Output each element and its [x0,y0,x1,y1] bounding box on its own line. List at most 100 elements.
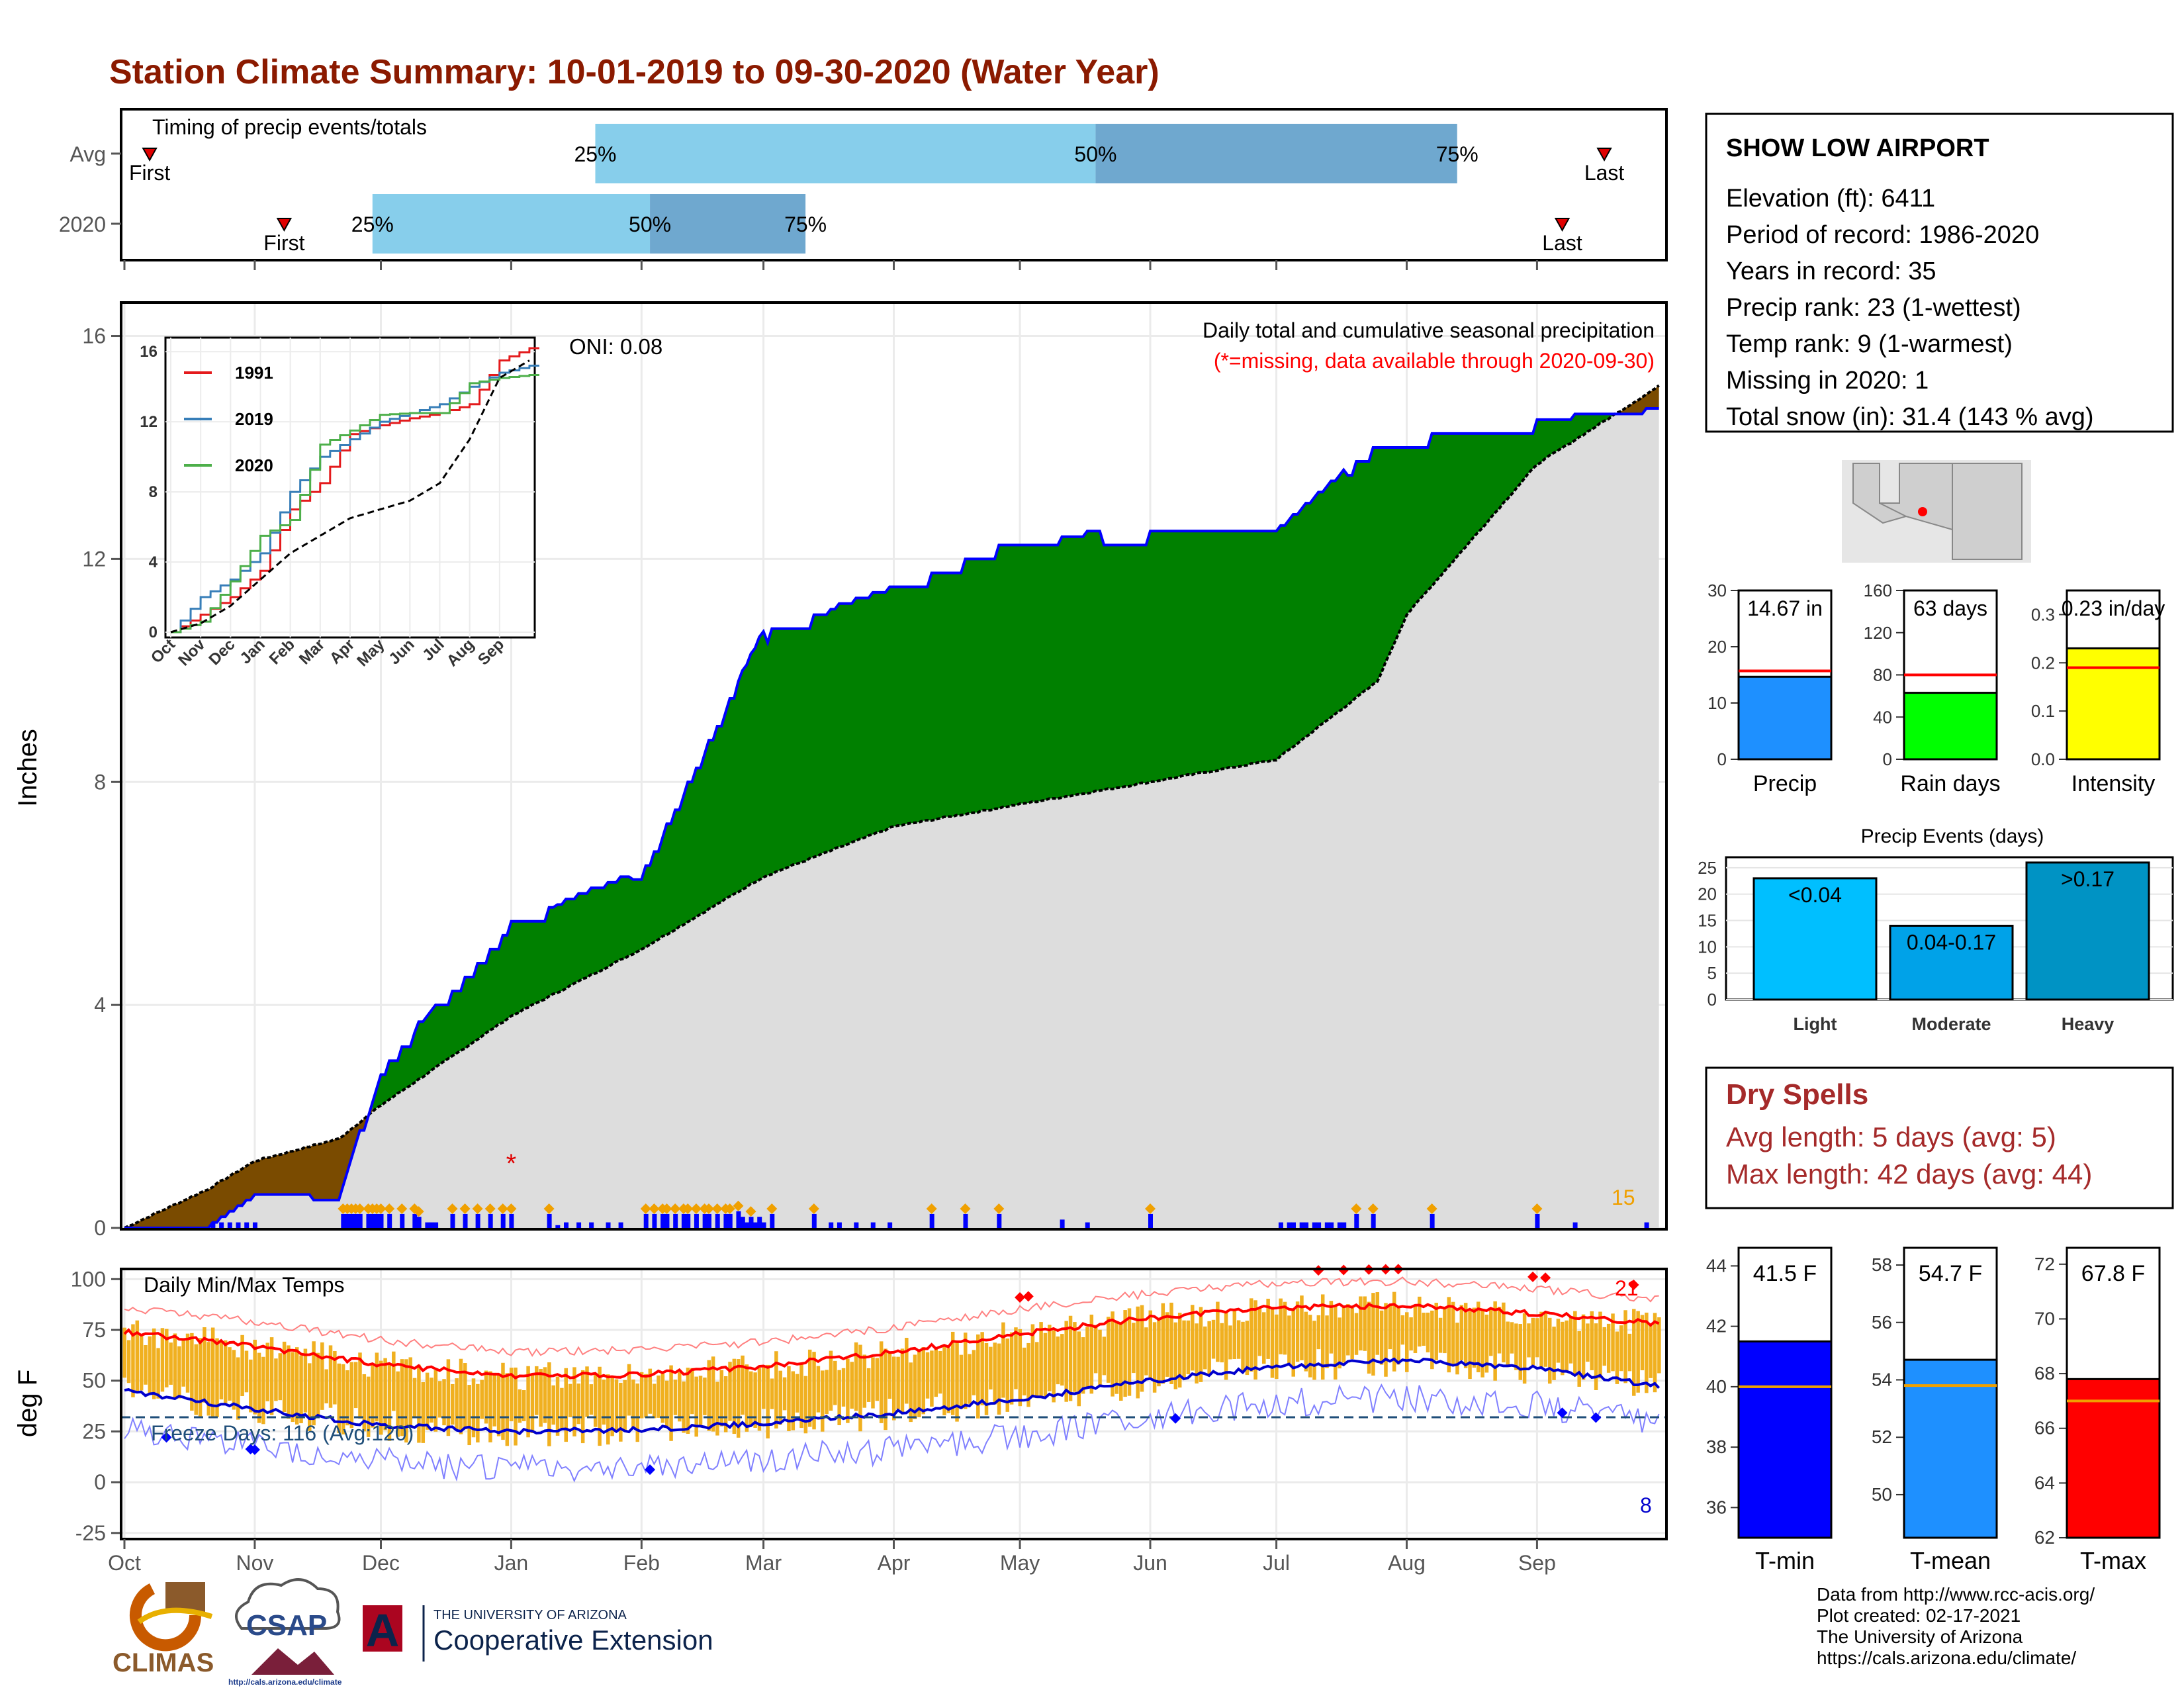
month-label: Sep [1518,1551,1556,1575]
daily-temp-bar [455,1378,459,1429]
timing-p25-1: 25% [351,212,394,236]
daily-precip-bar [379,1213,384,1228]
daily-temp-bar [257,1352,261,1423]
daily-temp-bar [560,1387,564,1429]
snow-day-marker [1145,1203,1156,1214]
mini-ytick-label: 0.3 [2031,604,2055,624]
snow-day-marker [766,1203,778,1214]
events-bar-heavy [2025,861,2150,1001]
daily-temp-bar [1396,1307,1400,1365]
tbar-label-0: T-min [1755,1547,1815,1574]
daily-temp-bar [274,1358,278,1401]
daily-temp-bar [366,1376,371,1437]
daily-precip-bar [1287,1222,1292,1228]
daily-temp-bar [635,1383,639,1442]
tbar-ytick-label: 40 [1706,1376,1727,1397]
record-low-marker [249,1444,260,1456]
daily-temp-bar [1132,1323,1136,1374]
precip-ylabel: Inches [13,729,42,807]
daily-temp-bar [576,1383,581,1425]
temp-ytick-label: 0 [94,1470,106,1494]
month-label: Mar [745,1551,782,1575]
daily-precip-bar [1304,1222,1309,1228]
daily-temp-bar [1359,1296,1363,1351]
inset-ytick-label: 16 [140,343,158,361]
snow-day-marker [649,1203,660,1214]
daily-temp-bar [324,1369,328,1404]
daily-precip-bar [387,1213,392,1228]
daily-precip-bar [500,1213,506,1228]
timing-p75-1: 75% [784,212,827,236]
daily-temp-bar [156,1348,160,1399]
timing-p50-0: 50% [1074,142,1116,166]
daily-temp-bar [1173,1322,1178,1389]
daily-temp-bar [308,1363,312,1431]
mini-ytick-label: 0.0 [2031,749,2055,769]
daily-temp-bar [1216,1301,1220,1362]
tbar-ytick-label: 62 [2034,1527,2055,1548]
precip-ytick-label: 4 [94,993,106,1017]
daily-temp-bar [762,1366,766,1409]
daily-temp-bar [320,1342,324,1410]
daily-temp-bar [1573,1311,1577,1376]
daily-temp-bar [564,1368,569,1442]
daily-temp-bar [131,1324,135,1397]
tbar-ytick-label: 38 [1706,1436,1727,1457]
daily-temp-bar [1438,1317,1443,1353]
daily-temp-bar [803,1376,808,1434]
daily-temp-bar [437,1381,442,1418]
daily-temp-bar [312,1341,316,1426]
station-cumulative-line [124,407,1659,1229]
daily-precip-bar [997,1213,1002,1228]
tbar-ytick-label: 42 [1706,1316,1727,1336]
daily-temp-bar [1472,1307,1477,1368]
daily-temp-bar [728,1362,732,1421]
daily-temp-bar [1493,1301,1497,1381]
precip-ytick-label: 12 [82,547,106,571]
daily-temp-bar [169,1342,173,1385]
tbar-ytick-label: 72 [2034,1254,2055,1274]
snow-day-marker [993,1203,1005,1214]
daily-temp-bar [345,1370,349,1426]
daily-temp-bar [757,1368,762,1431]
daily-precip-bar [375,1213,380,1228]
daily-temp-bar [1001,1322,1005,1398]
tbar-ytick-label: 68 [2034,1363,2055,1383]
timing-p75-0: 75% [1436,142,1479,166]
daily-temp-bar [1186,1320,1191,1374]
daily-temp-bar [719,1370,724,1427]
daily-precip-bar [1291,1222,1296,1228]
daily-temp-bar [375,1352,379,1422]
daily-precip-bar [660,1213,666,1228]
daily-temp-bar [887,1352,892,1399]
daily-temp-bar [1342,1306,1346,1363]
daily-precip-bar [576,1222,582,1228]
daily-precip-bar [488,1213,493,1228]
daily-temp-bar [1312,1321,1316,1380]
daily-temp-bar [148,1336,152,1393]
daily-temp-bar [425,1372,430,1430]
inset-series-line-1 [171,364,539,633]
daily-temp-bar [1279,1298,1283,1354]
daily-temp-bar [1245,1321,1250,1376]
daily-temp-bar [837,1370,841,1426]
daily-precip-bar [686,1213,691,1228]
timing-first-marker-1 [276,218,293,232]
daily-temp-bar [1581,1314,1586,1380]
daily-temp-bar [1627,1333,1632,1372]
daily-temp-bar [997,1343,1001,1415]
daily-temp-bar [690,1368,694,1415]
daily-precip-bar [357,1213,363,1228]
footer-line: The University of Arizona [1817,1626,2023,1647]
daily-precip-bar [463,1213,468,1228]
station-info-line: Precip rank: 23 (1-wettest) [1726,294,2021,322]
missing-note: (*=missing, data available through 2020-… [1214,349,1655,373]
events-bar-light [1752,877,1878,1001]
daily-temp-bar [850,1362,854,1409]
daily-temp-bar [446,1359,451,1436]
daily-temp-bar [1014,1327,1018,1389]
daily-temp-bar [1489,1307,1493,1356]
daily-temp-bar [291,1352,295,1423]
daily-temp-bar [1300,1295,1304,1360]
